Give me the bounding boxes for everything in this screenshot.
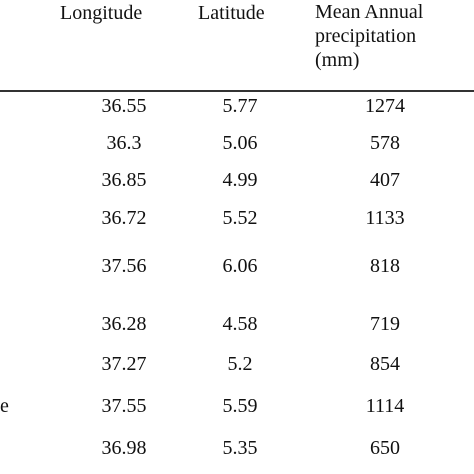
- header-mean-annual-precipitation: Mean Annual precipitation (mm): [315, 0, 474, 72]
- cell-latitude: 5.52: [222, 207, 258, 229]
- cell-longitude: 36.98: [101, 437, 147, 459]
- cell-latitude: 5.2: [227, 353, 253, 375]
- cell-precipitation: 578: [370, 132, 400, 154]
- cell-latitude: 5.77: [222, 95, 258, 117]
- cell-precipitation: 407: [370, 169, 400, 191]
- header-latitude: Latitude: [198, 2, 265, 24]
- cell-name: e: [0, 395, 9, 417]
- cell-longitude: 36.85: [101, 169, 147, 191]
- cell-precipitation: 1114: [365, 395, 405, 417]
- cell-precipitation: 650: [370, 437, 400, 459]
- cell-latitude: 4.99: [222, 169, 258, 191]
- cell-precipitation: 719: [370, 313, 400, 335]
- header-divider: [0, 90, 474, 92]
- cell-longitude: 36.55: [101, 95, 147, 117]
- header-precip-line-2: precipitation: [315, 25, 417, 47]
- cell-precipitation: 854: [370, 353, 400, 375]
- cell-longitude: 37.55: [101, 395, 147, 417]
- header-precip-line-3: (mm): [315, 49, 360, 71]
- cell-latitude: 5.59: [222, 395, 258, 417]
- cell-precipitation: 1274: [365, 95, 405, 117]
- header-longitude: Longitude: [60, 2, 143, 24]
- cell-latitude: 6.06: [222, 255, 258, 277]
- header-precip-line-1: Mean Annual: [315, 1, 424, 23]
- cell-latitude: 4.58: [222, 313, 258, 335]
- cell-longitude: 36.72: [101, 207, 147, 229]
- cell-precipitation: 1133: [365, 207, 405, 229]
- cell-longitude: 37.27: [101, 353, 147, 375]
- cell-latitude: 5.35: [222, 437, 258, 459]
- cell-longitude: 36.28: [101, 313, 147, 335]
- cell-longitude: 37.56: [101, 255, 147, 277]
- cell-latitude: 5.06: [222, 132, 258, 154]
- cell-longitude: 36.3: [106, 132, 142, 154]
- cell-precipitation: 818: [370, 255, 400, 277]
